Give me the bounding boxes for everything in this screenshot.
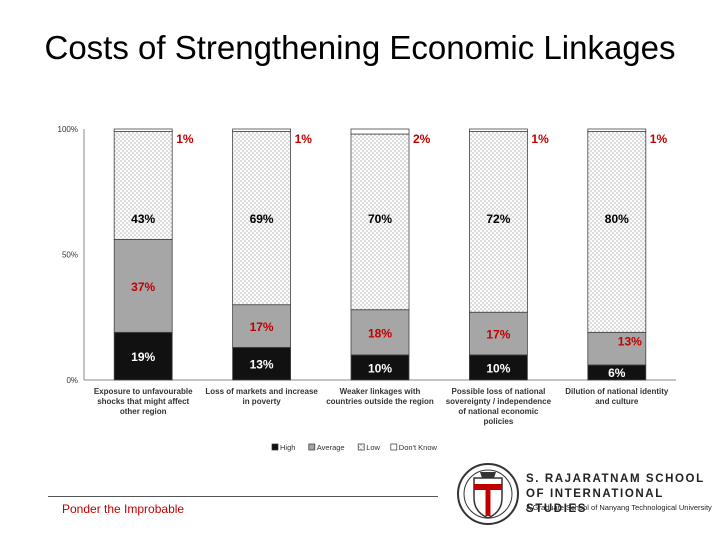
data-label: 43% <box>131 212 155 226</box>
bar-high <box>113 331 173 381</box>
bar-dontknow <box>350 128 410 135</box>
bar-high <box>350 354 410 381</box>
data-label: 10% <box>486 361 510 375</box>
bar-high <box>468 354 528 381</box>
bar-average <box>468 311 528 356</box>
category-label: Dilution of national identity <box>565 387 669 396</box>
school-tagline: A Graduate School of Nanyang Technologic… <box>526 503 712 512</box>
crest-icon <box>457 463 519 525</box>
data-label: 72% <box>486 212 510 226</box>
legend-swatch <box>271 443 279 451</box>
stacked-bar-chart: 0% 50% 100% 19% 37% 43% 1% Exposure to unfavour… <box>58 125 676 452</box>
footer-divider <box>48 496 438 497</box>
data-label: 69% <box>250 212 274 226</box>
data-label: 17% <box>486 328 510 342</box>
data-label: 1% <box>295 132 313 146</box>
category-label: of national economic <box>458 407 539 416</box>
data-label: 6% <box>608 366 626 380</box>
data-label: 13% <box>618 334 642 348</box>
legend-label: Low <box>366 443 380 452</box>
data-label: 10% <box>368 361 392 375</box>
legend-label: Don't Know <box>399 443 438 452</box>
category-label: Loss of markets and increase <box>205 387 318 396</box>
bar-low <box>587 131 647 333</box>
data-label: 18% <box>368 326 392 340</box>
category-label: policies <box>484 417 514 426</box>
legend-swatch <box>308 443 316 451</box>
data-label: 80% <box>605 212 629 226</box>
bar-low <box>468 131 528 313</box>
category-label: sovereignty / independence <box>446 397 552 406</box>
category-label: Possible loss of national <box>452 387 546 396</box>
bar-dontknow <box>468 128 528 132</box>
data-label: 1% <box>531 132 549 146</box>
legend-label: High <box>280 443 295 452</box>
category-label: Exposure to unfavourable <box>94 387 193 396</box>
bar-dontknow <box>587 128 647 132</box>
school-name: S. RAJARATNAM SCHOOL OF INTERNATIONAL ST… <box>526 472 720 517</box>
school-name-line-1: S. RAJARATNAM SCHOOL <box>526 473 705 485</box>
y-tick-label: 0% <box>66 376 78 385</box>
footer-text: Ponder the Improbable <box>62 502 185 516</box>
bar-average <box>587 331 647 366</box>
data-label: 17% <box>250 320 274 334</box>
bar-low <box>350 133 410 311</box>
legend-swatch <box>357 443 365 451</box>
legend-swatch <box>390 443 398 451</box>
data-label: 1% <box>650 132 668 146</box>
data-label: 37% <box>131 280 155 294</box>
data-label: 19% <box>131 350 155 364</box>
category-label: and culture <box>595 397 639 406</box>
category-label: Weaker linkages with <box>340 387 421 396</box>
bar-dontknow <box>113 128 173 132</box>
y-tick-label: 50% <box>62 251 78 260</box>
category-label: other region <box>120 407 167 416</box>
bar-average <box>350 309 410 356</box>
bar-dontknow <box>232 128 292 132</box>
data-label: 1% <box>176 132 194 146</box>
data-label: 13% <box>250 358 274 372</box>
legend-label: Average <box>317 443 345 452</box>
category-label: in poverty <box>242 397 281 406</box>
school-name-line-2: OF INTERNATIONAL STUDIES <box>526 488 664 515</box>
data-label: 70% <box>368 212 392 226</box>
data-label: 2% <box>413 132 431 146</box>
bar-average <box>113 239 173 333</box>
school-logo <box>457 463 519 525</box>
y-tick-label: 100% <box>58 125 78 134</box>
category-label: shocks that might affect <box>97 397 189 406</box>
slide-title: Costs of Strengthening Economic Linkages <box>44 29 676 66</box>
category-label: countries outside the region <box>326 397 434 406</box>
